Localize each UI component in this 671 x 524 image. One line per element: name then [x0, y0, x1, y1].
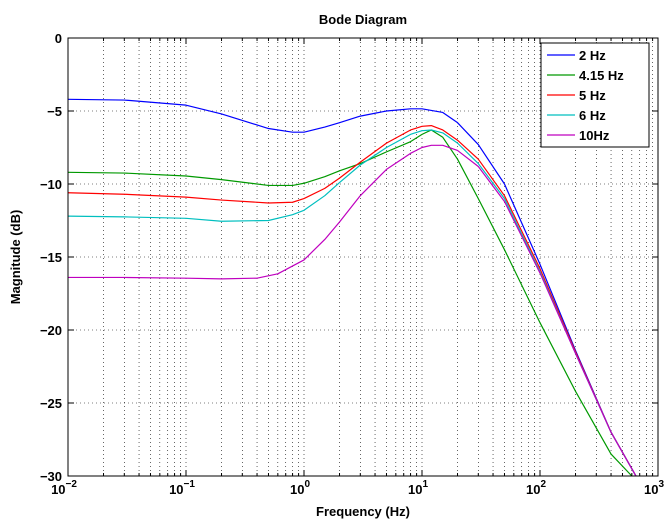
y-tick-label: −30 — [40, 469, 62, 484]
series-group — [67, 98, 637, 477]
axis-ticks — [68, 37, 658, 477]
x-tick-label: 103 — [644, 479, 664, 497]
x-tick-labels: 10−2 10−1 100 101 102 103 — [51, 479, 664, 497]
x-tick-label: 10−1 — [169, 479, 195, 497]
y-tick-label: 0 — [55, 31, 62, 46]
y-tick-label: −20 — [40, 323, 62, 338]
x-tick-label: 10−2 — [51, 479, 77, 497]
y-tick-label: −15 — [40, 250, 62, 265]
legend-label: 4.15 Hz — [579, 68, 624, 83]
legend-label: 5 Hz — [579, 88, 606, 103]
chart-title: Bode Diagram — [319, 12, 407, 27]
series-line-3 — [67, 129, 637, 477]
y-tick-label: −5 — [47, 104, 62, 119]
x-tick-label: 100 — [290, 479, 310, 497]
x-axis-label: Frequency (Hz) — [316, 504, 410, 519]
series-line-4 — [68, 144, 637, 477]
series-line-1 — [67, 129, 633, 477]
y-tick-label: −25 — [40, 396, 62, 411]
series-line-0 — [67, 98, 637, 477]
legend: 2 Hz 4.15 Hz 5 Hz 6 Hz 10Hz — [540, 42, 650, 148]
y-axis-label: Magnitude (dB) — [8, 210, 23, 305]
legend-label: 10Hz — [579, 128, 610, 143]
legend-label: 6 Hz — [579, 108, 606, 123]
y-tick-label: −10 — [40, 177, 62, 192]
series-line-2 — [67, 125, 637, 477]
x-tick-label: 101 — [408, 479, 428, 497]
legend-label: 2 Hz — [579, 48, 606, 63]
x-tick-label: 102 — [526, 479, 546, 497]
y-tick-labels: 0 −5 −10 −15 −20 −25 −30 — [40, 31, 62, 484]
